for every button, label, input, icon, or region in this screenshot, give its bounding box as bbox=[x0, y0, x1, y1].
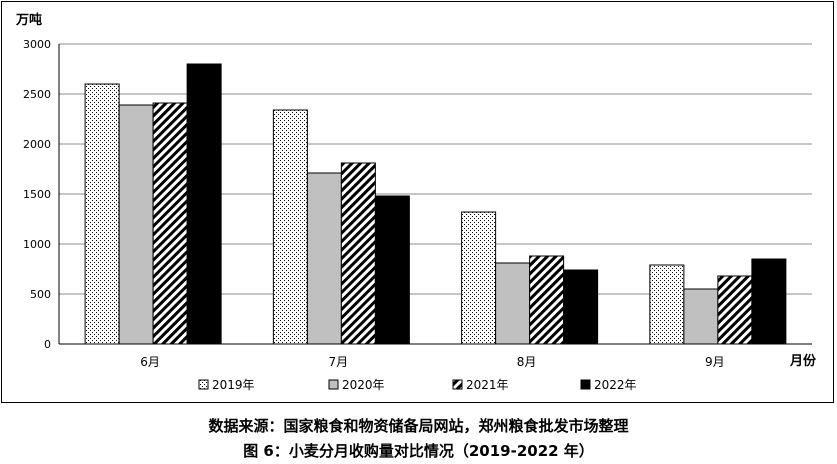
y-tick-label: 2500 bbox=[23, 88, 51, 101]
caption-source: 数据来源：国家粮食和物资储备局网站，郑州粮食批发市场整理 bbox=[208, 417, 629, 435]
bar-2022年-8月 bbox=[563, 269, 599, 345]
legend-swatch bbox=[580, 379, 591, 390]
legend-label: 2020年 bbox=[342, 378, 385, 392]
bar-2021年-6月 bbox=[152, 102, 188, 345]
x-tick-label: 8月 bbox=[517, 355, 537, 369]
x-axis-label: 月份 bbox=[789, 353, 817, 369]
x-tick-label: 7月 bbox=[329, 355, 349, 369]
y-tick-label: 1500 bbox=[23, 188, 51, 201]
caption-title: 图 6：小麦分月收购量对比情况（2019-2022 年） bbox=[243, 442, 594, 460]
legend-label: 2021年 bbox=[466, 378, 509, 392]
bar-2019年-6月 bbox=[84, 83, 120, 345]
y-tick-label: 1000 bbox=[23, 238, 51, 251]
bar-2019年-8月 bbox=[461, 211, 497, 345]
legend-swatch bbox=[452, 379, 463, 390]
legend-swatch bbox=[328, 379, 339, 390]
legend-swatch bbox=[198, 379, 209, 390]
bar-2021年-9月 bbox=[717, 275, 753, 345]
bar-2020年-8月 bbox=[495, 262, 531, 345]
y-tick-label: 2000 bbox=[23, 138, 51, 151]
y-tick-label: 500 bbox=[30, 288, 51, 301]
x-tick-label: 6月 bbox=[140, 355, 160, 369]
bar-2022年-9月 bbox=[751, 258, 787, 345]
y-axis-label: 万吨 bbox=[15, 12, 42, 28]
bar-2021年-7月 bbox=[340, 162, 376, 345]
bar-2022年-7月 bbox=[374, 195, 410, 345]
bar-2020年-7月 bbox=[306, 172, 342, 345]
chart-frame: 0 500 1000 1500 2000 2500 3000 6月 7月 8月 9月 万吨月份 201… bbox=[1, 1, 834, 403]
y-tick-label: 0 bbox=[44, 338, 51, 351]
x-tick-label: 9月 bbox=[705, 355, 725, 369]
bar-2019年-9月 bbox=[649, 264, 685, 345]
y-tick-label: 3000 bbox=[23, 38, 51, 51]
bar-2022年-6月 bbox=[186, 63, 222, 345]
bar-2020年-6月 bbox=[118, 104, 154, 345]
legend-label: 2019年 bbox=[212, 378, 255, 392]
bar-2020年-9月 bbox=[683, 288, 719, 345]
bar-2021年-8月 bbox=[529, 255, 565, 345]
bar-2019年-7月 bbox=[272, 109, 308, 345]
legend-label: 2022年 bbox=[594, 378, 637, 392]
